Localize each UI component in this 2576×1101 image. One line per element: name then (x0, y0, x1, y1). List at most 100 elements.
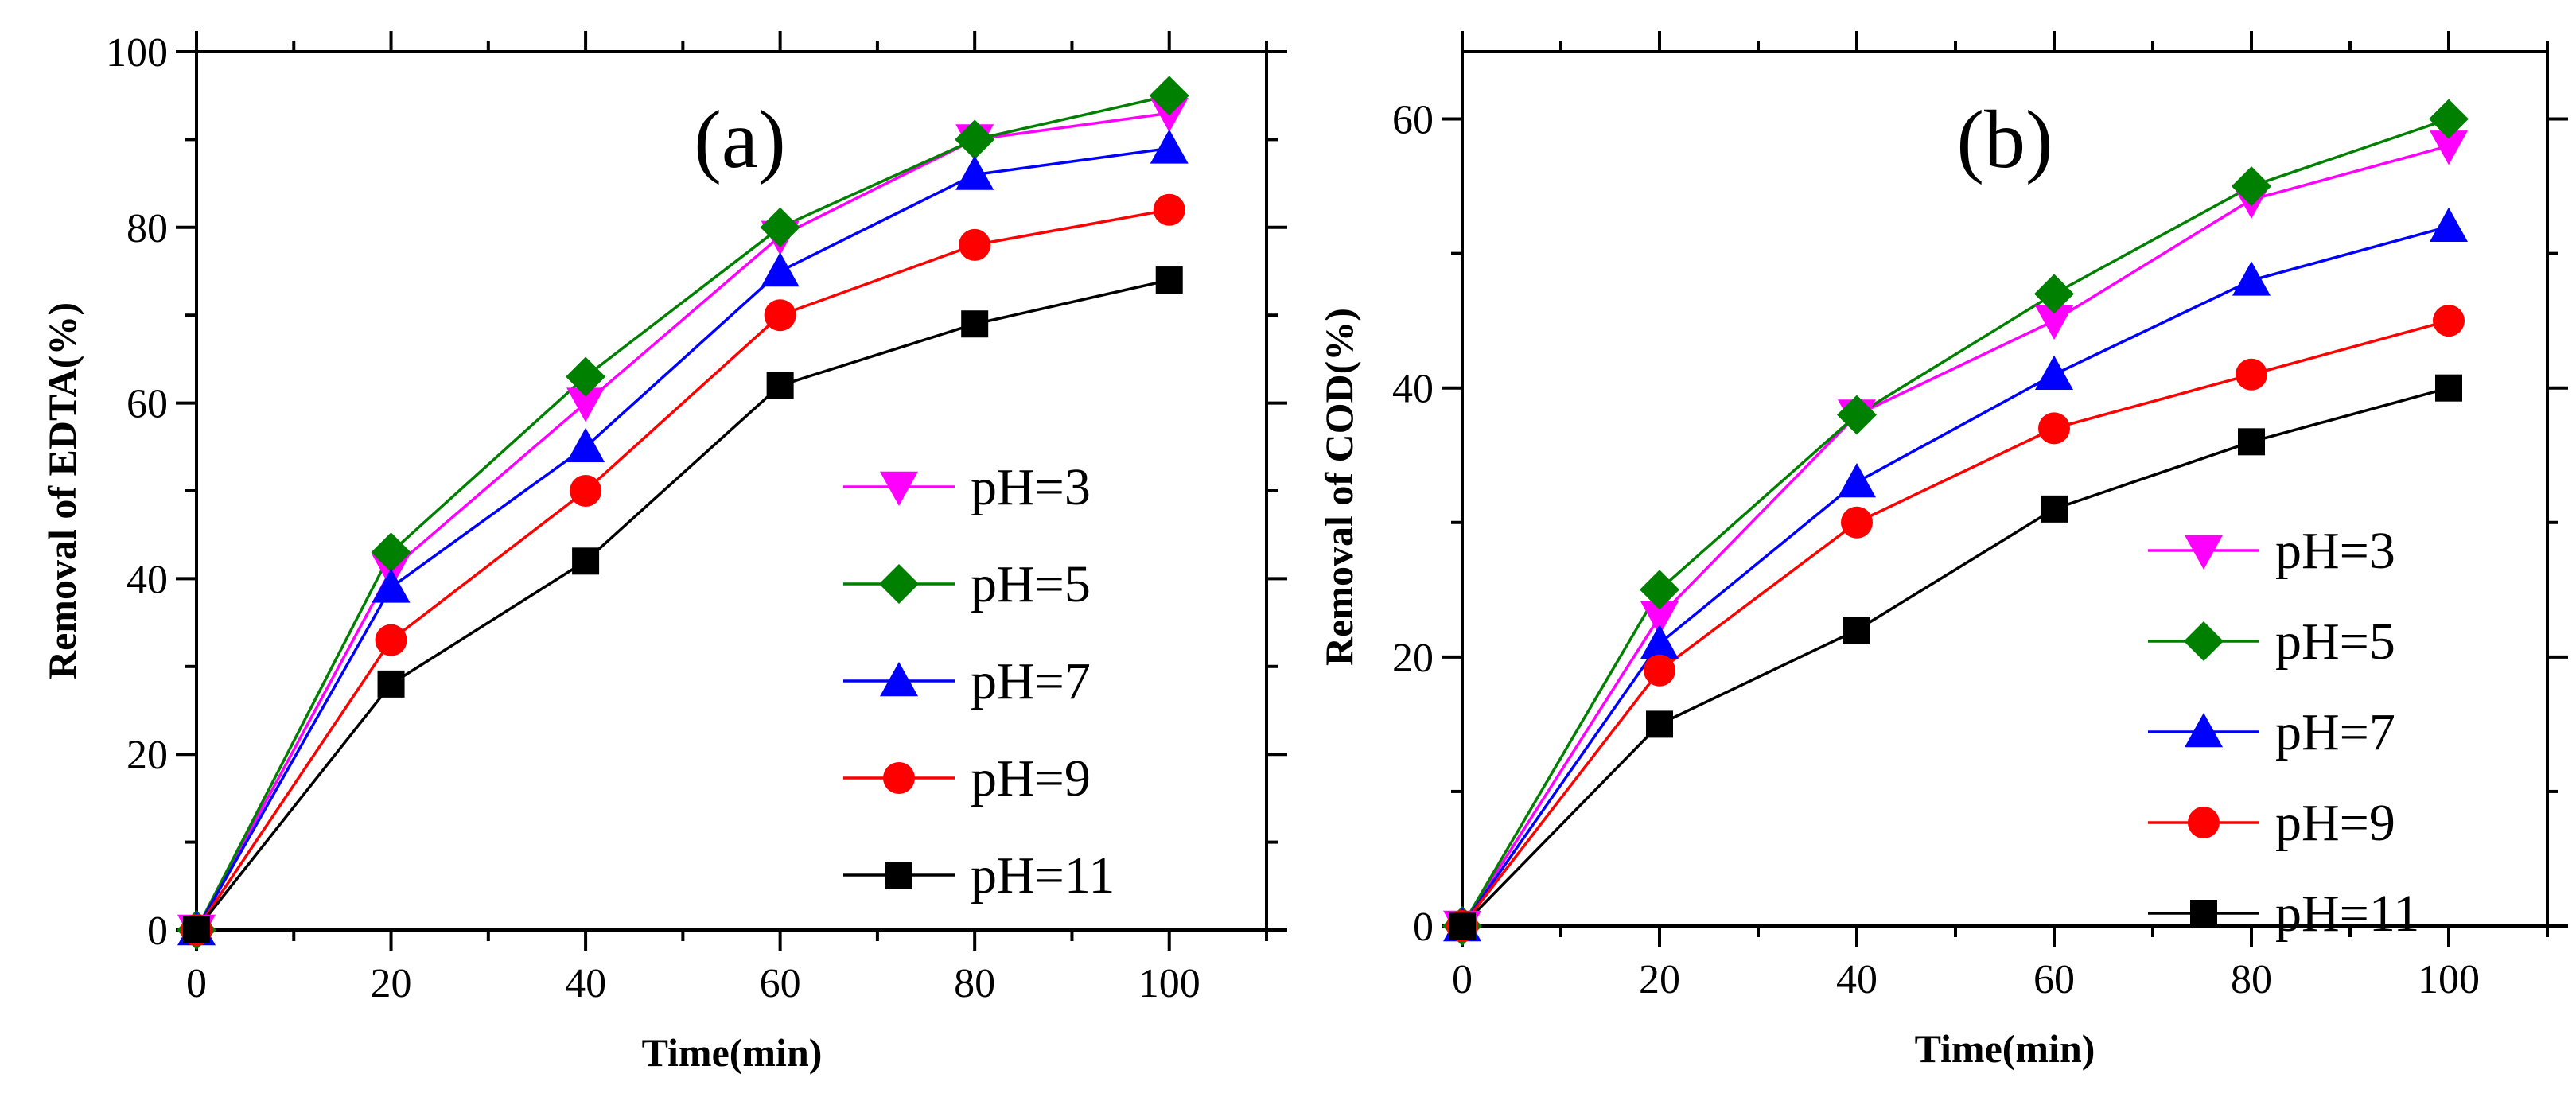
legend-label-a-1: pH=5 (971, 555, 1091, 613)
data-point-a-1-5 (1149, 76, 1189, 116)
data-point-a-2-1 (372, 568, 411, 603)
series-markers-b (1442, 99, 2469, 946)
legend-label-b-4: pH=11 (2275, 885, 2419, 943)
data-point-a-1-2 (566, 356, 606, 397)
data-point-b-1-4 (2232, 166, 2271, 207)
legend-label-b-2: pH=7 (2275, 703, 2395, 761)
legend-marker-b-2 (2185, 713, 2223, 748)
y-tick-label-a-40: 40 (126, 557, 168, 602)
y-tick-label-a-80: 80 (126, 206, 168, 251)
data-point-b-4-4 (2238, 428, 2265, 456)
data-point-b-4-1 (1646, 710, 1673, 738)
x-tick-label-a-20: 20 (371, 961, 412, 1006)
legend-marker-b-0 (2185, 535, 2223, 570)
legend-marker-a-2 (880, 662, 918, 697)
legend-marker-b-1 (2184, 621, 2224, 661)
y-axis-title-b: Removal of COD(%) (1317, 308, 1361, 666)
legend-a: pH=3 pH=5 pH=7 pH=9 pH=11 (843, 458, 1115, 905)
y-tick-label-a-20: 20 (126, 733, 168, 778)
plot-frame-b (1461, 50, 2549, 928)
x-tick-label-a-100: 100 (1138, 961, 1200, 1006)
data-point-a-2-5 (1150, 129, 1189, 164)
data-point-a-3-3 (764, 299, 796, 332)
data-point-b-2-5 (2430, 207, 2468, 242)
data-point-b-0-5 (2430, 130, 2468, 165)
panel-label-b: (b) (1956, 94, 2053, 185)
y-tick-label-b-0: 0 (1413, 905, 1434, 950)
data-point-b-3-1 (1644, 654, 1675, 687)
x-tick-label-b-20: 20 (1639, 957, 1680, 1002)
data-point-b-3-3 (2038, 412, 2070, 445)
y-tick-label-b-60: 60 (1392, 98, 1434, 143)
series-line-b-3 (1461, 319, 2450, 928)
series-line-b-4 (1461, 387, 2450, 928)
series-line-b-1 (1461, 117, 2450, 927)
x-ticks-b: 0 20 40 60 80 100 (1452, 31, 2549, 1002)
legend-marker-a-3 (883, 762, 915, 794)
legend-marker-a-1 (879, 564, 919, 604)
data-point-b-4-5 (2435, 374, 2462, 402)
data-point-b-2-3 (2035, 355, 2073, 390)
series-line-a-3 (195, 208, 1170, 931)
data-point-a-4-0 (183, 916, 210, 943)
y-tick-label-a-0: 0 (147, 908, 168, 954)
data-point-a-1-3 (760, 207, 800, 247)
data-point-b-1-5 (2429, 99, 2469, 139)
x-tick-label-a-80: 80 (954, 961, 995, 1006)
data-point-a-3-4 (959, 228, 991, 261)
legend-b: pH=3 pH=5 pH=7 pH=9 pH=11 (2148, 522, 2419, 943)
series-lines-a (195, 94, 1170, 932)
data-point-b-2-2 (1838, 463, 1876, 498)
legend-marker-b-4 (2190, 900, 2217, 927)
x-axis-title-b: Time(min) (1915, 1026, 2095, 1071)
data-point-b-1-3 (2034, 274, 2074, 314)
x-axis-title-a: Time(min) (642, 1030, 823, 1075)
x-tick-label-b-80: 80 (2231, 957, 2272, 1002)
data-point-a-4-1 (377, 670, 405, 698)
data-point-b-1-1 (1640, 570, 1679, 610)
data-point-a-2-2 (566, 427, 605, 462)
x-tick-label-b-60: 60 (2033, 957, 2075, 1002)
data-point-b-4-3 (2041, 495, 2068, 523)
series-line-a-2 (195, 146, 1169, 931)
series-line-a-4 (195, 278, 1170, 932)
legend-label-a-2: pH=7 (971, 652, 1091, 710)
x-tick-label-b-0: 0 (1452, 957, 1473, 1002)
data-point-b-0-3 (2035, 305, 2073, 340)
legend-label-a-3: pH=9 (971, 749, 1091, 807)
data-point-b-4-2 (1843, 617, 1870, 644)
data-point-b-2-4 (2232, 261, 2271, 296)
data-point-a-1-4 (955, 119, 995, 160)
data-point-a-2-4 (955, 155, 994, 190)
series-line-b-0 (1461, 144, 2450, 927)
series-line-a-1 (195, 94, 1170, 931)
data-point-b-3-4 (2236, 358, 2267, 391)
legend-label-a-0: pH=3 (971, 458, 1091, 516)
x-tick-label-b-40: 40 (1836, 957, 1878, 1002)
y-tick-label-b-40: 40 (1392, 367, 1434, 412)
legend-marker-b-3 (2188, 807, 2220, 838)
chart-panel-b: 0 20 40 60 80 100 0 20 40 60 (b) Time(min) Remov… (1317, 31, 2568, 1071)
data-point-a-4-4 (961, 310, 989, 338)
data-point-b-0-1 (1640, 601, 1679, 636)
legend-marker-a-0 (880, 471, 918, 506)
y-axis-title-a: Removal of EDTA(%) (40, 302, 84, 679)
x-tick-label-a-60: 60 (760, 961, 801, 1006)
x-tick-label-a-0: 0 (186, 961, 207, 1006)
data-point-b-4-0 (1449, 912, 1476, 940)
y-tick-label-a-100: 100 (106, 30, 168, 76)
legend-label-b-3: pH=9 (2275, 794, 2395, 852)
legend-label-b-1: pH=5 (2275, 613, 2395, 671)
data-point-a-2-3 (761, 252, 800, 287)
y-ticks-a: 0 20 40 60 80 100 (106, 30, 1287, 954)
x-tick-label-a-40: 40 (565, 961, 606, 1006)
data-point-a-3-5 (1153, 193, 1185, 226)
series-lines-b (1461, 117, 2450, 928)
series-line-b-2 (1461, 225, 2450, 928)
y-tick-label-b-20: 20 (1392, 636, 1434, 681)
panel-label-a: (a) (694, 94, 785, 185)
legend-label-a-4: pH=11 (971, 846, 1115, 905)
series-markers-a (177, 76, 1189, 950)
